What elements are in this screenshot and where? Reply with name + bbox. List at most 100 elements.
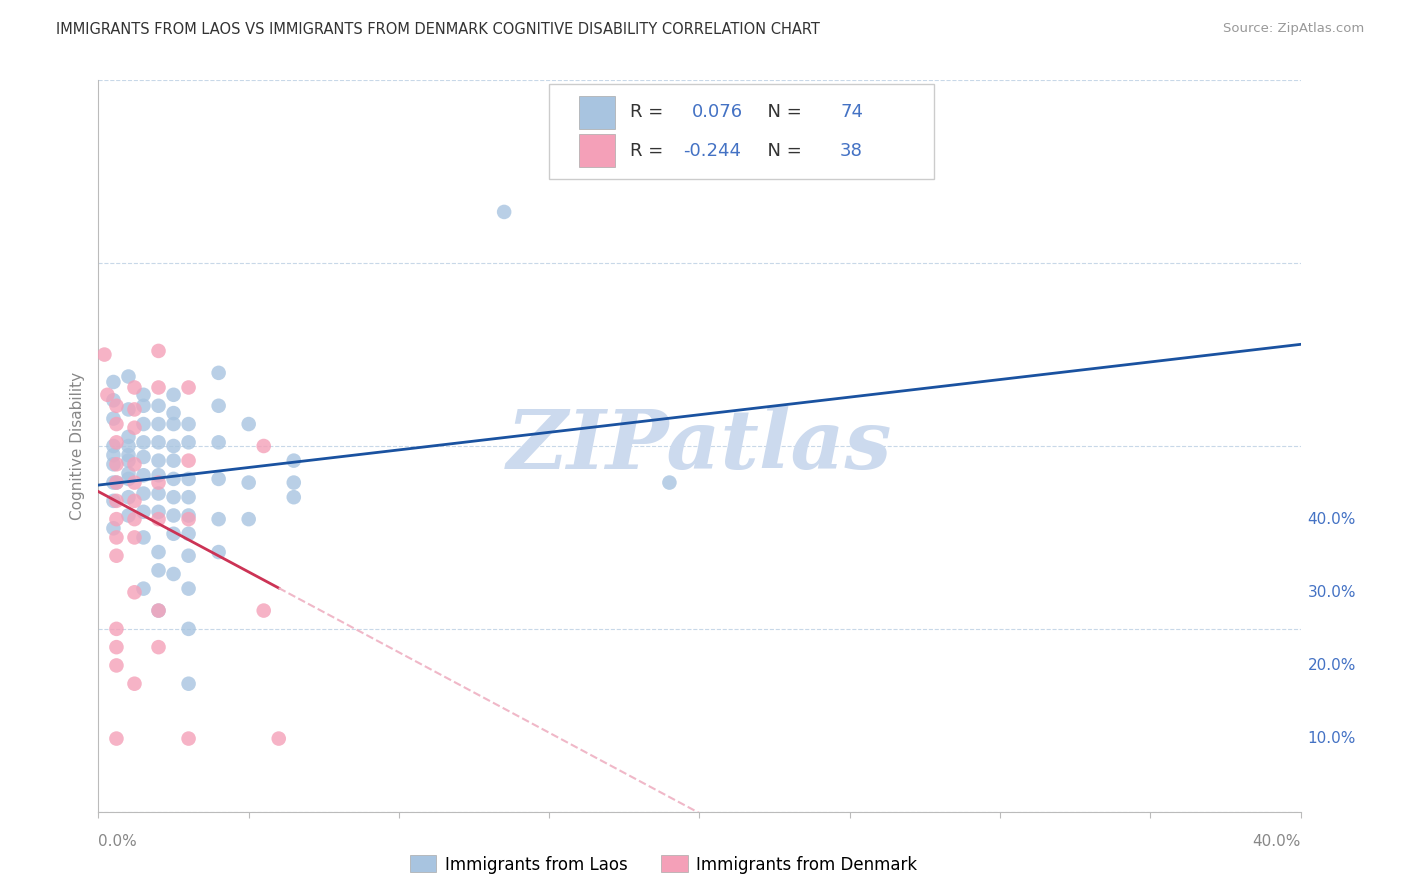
Point [132, 399, 155, 413]
Point [103, 448, 125, 462]
Text: 20.0%: 20.0% [1308, 658, 1355, 673]
Point [132, 505, 155, 519]
Point [117, 472, 139, 486]
Point [117, 439, 139, 453]
Point [162, 508, 184, 523]
Point [103, 493, 125, 508]
Point [105, 512, 128, 526]
Point [162, 439, 184, 453]
Point [177, 512, 200, 526]
Point [162, 526, 184, 541]
Point [148, 475, 170, 490]
Point [177, 582, 200, 596]
Point [148, 640, 170, 655]
Point [105, 475, 128, 490]
Point [132, 486, 155, 500]
Point [253, 439, 276, 453]
Point [177, 526, 200, 541]
Point [117, 369, 139, 384]
Point [105, 731, 128, 746]
Point [177, 508, 200, 523]
Point [132, 582, 155, 596]
Text: 10.0%: 10.0% [1308, 731, 1355, 746]
Point [124, 512, 146, 526]
Point [283, 453, 305, 467]
Point [162, 417, 184, 431]
Point [177, 622, 200, 636]
Point [132, 468, 155, 483]
Point [103, 521, 125, 535]
Point [148, 512, 170, 526]
Point [208, 399, 231, 413]
Point [148, 505, 170, 519]
Point [105, 530, 128, 544]
Point [103, 411, 125, 425]
Point [148, 417, 170, 431]
Point [148, 468, 170, 483]
Point [208, 472, 231, 486]
Point [208, 545, 231, 559]
Point [105, 640, 128, 655]
Point [103, 458, 125, 472]
Point [148, 453, 170, 467]
FancyBboxPatch shape [579, 135, 616, 167]
Point [105, 417, 128, 431]
Point [148, 380, 170, 394]
Point [208, 366, 231, 380]
Point [162, 490, 184, 504]
Point [148, 435, 170, 450]
Text: IMMIGRANTS FROM LAOS VS IMMIGRANTS FROM DENMARK COGNITIVE DISABILITY CORRELATION: IMMIGRANTS FROM LAOS VS IMMIGRANTS FROM … [56, 22, 820, 37]
Point [162, 472, 184, 486]
Point [105, 658, 128, 673]
Text: N =: N = [756, 103, 807, 121]
Text: ZIPatlas: ZIPatlas [506, 406, 893, 486]
Point [117, 402, 139, 417]
Point [124, 585, 146, 599]
Point [105, 622, 128, 636]
FancyBboxPatch shape [579, 95, 616, 128]
Point [177, 676, 200, 690]
Point [103, 475, 125, 490]
Point [117, 448, 139, 462]
Point [105, 435, 128, 450]
Point [124, 493, 146, 508]
Y-axis label: Cognitive Disability: Cognitive Disability [70, 372, 86, 520]
Point [148, 603, 170, 617]
Point [267, 731, 290, 746]
Text: 0.0%: 0.0% [98, 834, 138, 849]
Point [162, 406, 184, 420]
Point [132, 388, 155, 402]
Point [124, 458, 146, 472]
Point [177, 453, 200, 467]
Point [132, 450, 155, 464]
Point [105, 493, 128, 508]
Point [208, 435, 231, 450]
Point [177, 731, 200, 746]
Text: -0.244: -0.244 [683, 142, 741, 160]
Point [117, 430, 139, 444]
Point [124, 530, 146, 544]
Point [105, 475, 128, 490]
Point [117, 490, 139, 504]
Point [177, 549, 200, 563]
Text: R =: R = [630, 103, 675, 121]
Point [238, 512, 260, 526]
Text: 0.076: 0.076 [692, 103, 744, 121]
Point [494, 205, 516, 219]
Point [162, 453, 184, 467]
Point [105, 549, 128, 563]
Text: 40.0%: 40.0% [1308, 512, 1355, 526]
Text: 30.0%: 30.0% [1308, 585, 1355, 599]
Point [148, 603, 170, 617]
Point [177, 472, 200, 486]
Point [238, 417, 260, 431]
Text: R =: R = [630, 142, 669, 160]
Point [117, 467, 139, 481]
Point [658, 475, 681, 490]
Point [124, 421, 146, 435]
Point [103, 375, 125, 389]
Text: Source: ZipAtlas.com: Source: ZipAtlas.com [1223, 22, 1364, 36]
Point [148, 343, 170, 358]
Point [103, 439, 125, 453]
Point [148, 486, 170, 500]
